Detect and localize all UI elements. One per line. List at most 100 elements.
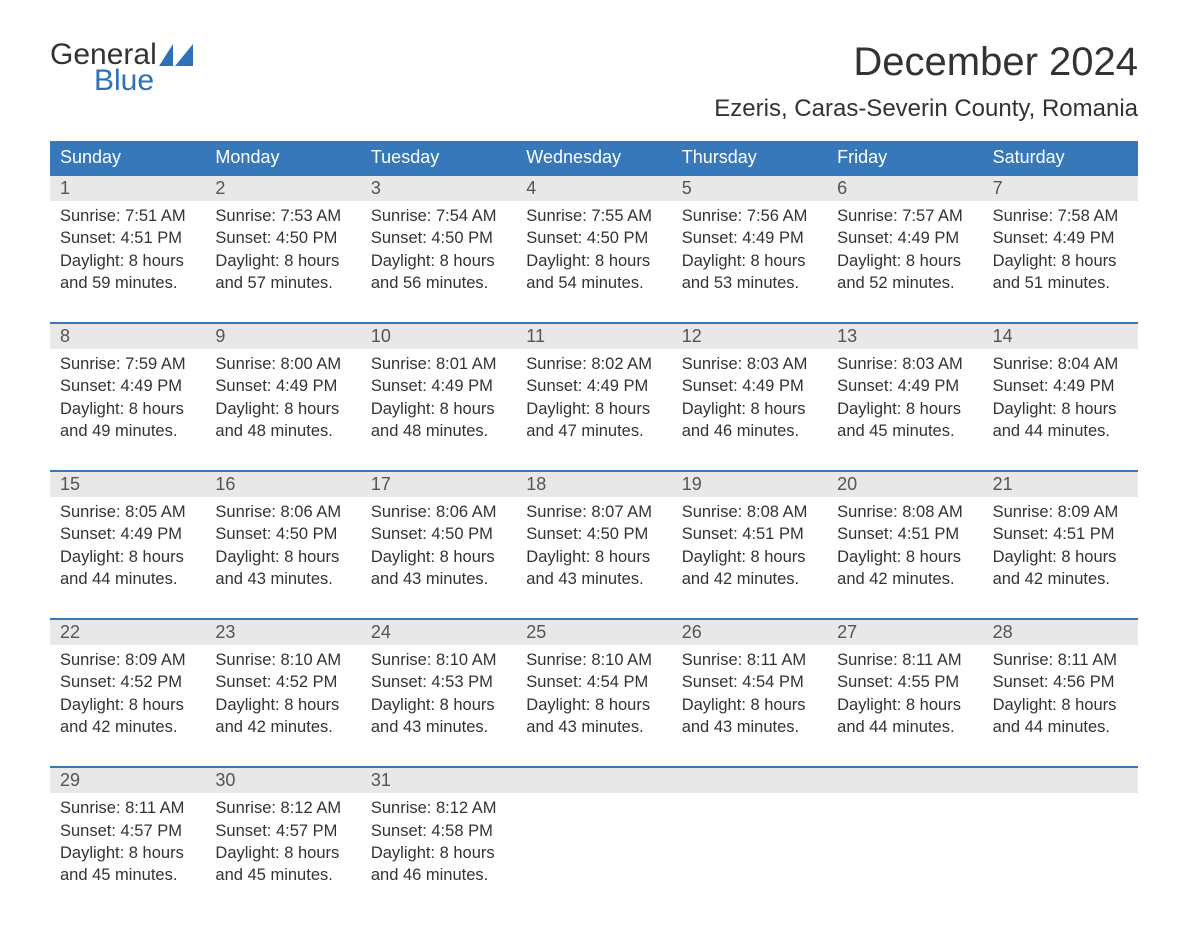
day-cell <box>983 793 1138 896</box>
day-number: 4 <box>516 176 671 201</box>
day-d2: and 57 minutes. <box>215 272 350 294</box>
title-block: December 2024 Ezeris, Caras-Severin Coun… <box>714 40 1138 123</box>
day-sr: Sunrise: 7:58 AM <box>993 205 1128 227</box>
daynum-band: 891011121314 <box>50 324 1138 349</box>
day-d1: Daylight: 8 hours <box>215 250 350 272</box>
day-d2: and 43 minutes. <box>371 568 506 590</box>
day-number: 23 <box>205 620 360 645</box>
day-sr: Sunrise: 7:59 AM <box>60 353 195 375</box>
day-ss: Sunset: 4:57 PM <box>60 820 195 842</box>
day-number: 28 <box>983 620 1138 645</box>
day-number: 15 <box>50 472 205 497</box>
day-cell: Sunrise: 7:58 AMSunset: 4:49 PMDaylight:… <box>983 201 1138 304</box>
day-sr: Sunrise: 8:09 AM <box>993 501 1128 523</box>
day-ss: Sunset: 4:49 PM <box>993 227 1128 249</box>
day-d2: and 48 minutes. <box>215 420 350 442</box>
day-number: 18 <box>516 472 671 497</box>
day-ss: Sunset: 4:49 PM <box>215 375 350 397</box>
day-cell: Sunrise: 7:53 AMSunset: 4:50 PMDaylight:… <box>205 201 360 304</box>
day-d1: Daylight: 8 hours <box>60 398 195 420</box>
day-d1: Daylight: 8 hours <box>60 546 195 568</box>
day-d1: Daylight: 8 hours <box>682 694 817 716</box>
day-cell: Sunrise: 8:06 AMSunset: 4:50 PMDaylight:… <box>361 497 516 600</box>
day-d2: and 53 minutes. <box>682 272 817 294</box>
dow-monday: Monday <box>205 141 360 174</box>
day-d2: and 52 minutes. <box>837 272 972 294</box>
week-row: 293031Sunrise: 8:11 AMSunset: 4:57 PMDay… <box>50 766 1138 896</box>
day-cell: Sunrise: 8:09 AMSunset: 4:51 PMDaylight:… <box>983 497 1138 600</box>
day-ss: Sunset: 4:49 PM <box>682 227 817 249</box>
logo-text-bottom: Blue <box>94 66 207 96</box>
day-sr: Sunrise: 8:00 AM <box>215 353 350 375</box>
day-d2: and 47 minutes. <box>526 420 661 442</box>
day-cell: Sunrise: 8:06 AMSunset: 4:50 PMDaylight:… <box>205 497 360 600</box>
day-d1: Daylight: 8 hours <box>993 398 1128 420</box>
day-number <box>672 768 827 793</box>
dow-saturday: Saturday <box>983 141 1138 174</box>
day-d1: Daylight: 8 hours <box>371 842 506 864</box>
day-cell: Sunrise: 7:59 AMSunset: 4:49 PMDaylight:… <box>50 349 205 452</box>
day-cell: Sunrise: 8:01 AMSunset: 4:49 PMDaylight:… <box>361 349 516 452</box>
day-cell: Sunrise: 7:55 AMSunset: 4:50 PMDaylight:… <box>516 201 671 304</box>
day-sr: Sunrise: 8:06 AM <box>215 501 350 523</box>
day-d1: Daylight: 8 hours <box>60 842 195 864</box>
day-number: 30 <box>205 768 360 793</box>
day-d1: Daylight: 8 hours <box>993 546 1128 568</box>
day-cell: Sunrise: 8:03 AMSunset: 4:49 PMDaylight:… <box>672 349 827 452</box>
day-ss: Sunset: 4:52 PM <box>60 671 195 693</box>
day-cell: Sunrise: 8:02 AMSunset: 4:49 PMDaylight:… <box>516 349 671 452</box>
day-number: 14 <box>983 324 1138 349</box>
day-cell: Sunrise: 8:11 AMSunset: 4:54 PMDaylight:… <box>672 645 827 748</box>
header: General Blue December 2024 Ezeris, Caras… <box>50 40 1138 123</box>
day-d2: and 56 minutes. <box>371 272 506 294</box>
day-number: 24 <box>361 620 516 645</box>
day-number: 7 <box>983 176 1138 201</box>
day-ss: Sunset: 4:50 PM <box>215 523 350 545</box>
day-cell: Sunrise: 8:09 AMSunset: 4:52 PMDaylight:… <box>50 645 205 748</box>
day-ss: Sunset: 4:50 PM <box>371 227 506 249</box>
day-d1: Daylight: 8 hours <box>837 250 972 272</box>
day-ss: Sunset: 4:51 PM <box>837 523 972 545</box>
day-number: 6 <box>827 176 982 201</box>
day-ss: Sunset: 4:50 PM <box>371 523 506 545</box>
day-number: 25 <box>516 620 671 645</box>
day-d2: and 46 minutes. <box>682 420 817 442</box>
day-sr: Sunrise: 8:03 AM <box>682 353 817 375</box>
day-ss: Sunset: 4:50 PM <box>215 227 350 249</box>
dow-thursday: Thursday <box>672 141 827 174</box>
day-d2: and 54 minutes. <box>526 272 661 294</box>
day-number <box>827 768 982 793</box>
day-d1: Daylight: 8 hours <box>215 398 350 420</box>
day-d1: Daylight: 8 hours <box>837 546 972 568</box>
day-ss: Sunset: 4:58 PM <box>371 820 506 842</box>
day-sr: Sunrise: 8:11 AM <box>60 797 195 819</box>
week-row: 891011121314Sunrise: 7:59 AMSunset: 4:49… <box>50 322 1138 452</box>
day-ss: Sunset: 4:49 PM <box>682 375 817 397</box>
day-ss: Sunset: 4:54 PM <box>682 671 817 693</box>
day-number: 20 <box>827 472 982 497</box>
day-d1: Daylight: 8 hours <box>682 546 817 568</box>
day-number: 5 <box>672 176 827 201</box>
day-d1: Daylight: 8 hours <box>993 250 1128 272</box>
day-sr: Sunrise: 7:55 AM <box>526 205 661 227</box>
day-sr: Sunrise: 8:08 AM <box>682 501 817 523</box>
day-number: 29 <box>50 768 205 793</box>
day-number: 16 <box>205 472 360 497</box>
day-ss: Sunset: 4:57 PM <box>215 820 350 842</box>
day-d1: Daylight: 8 hours <box>837 694 972 716</box>
day-d1: Daylight: 8 hours <box>526 694 661 716</box>
day-sr: Sunrise: 7:54 AM <box>371 205 506 227</box>
day-d2: and 49 minutes. <box>60 420 195 442</box>
day-ss: Sunset: 4:54 PM <box>526 671 661 693</box>
day-sr: Sunrise: 8:11 AM <box>993 649 1128 671</box>
day-number: 11 <box>516 324 671 349</box>
day-d1: Daylight: 8 hours <box>837 398 972 420</box>
day-cell: Sunrise: 8:04 AMSunset: 4:49 PMDaylight:… <box>983 349 1138 452</box>
dow-wednesday: Wednesday <box>516 141 671 174</box>
day-d1: Daylight: 8 hours <box>993 694 1128 716</box>
day-d2: and 43 minutes. <box>682 716 817 738</box>
day-ss: Sunset: 4:49 PM <box>60 375 195 397</box>
day-cell: Sunrise: 8:08 AMSunset: 4:51 PMDaylight:… <box>827 497 982 600</box>
logo: General Blue <box>50 40 207 96</box>
day-number: 21 <box>983 472 1138 497</box>
